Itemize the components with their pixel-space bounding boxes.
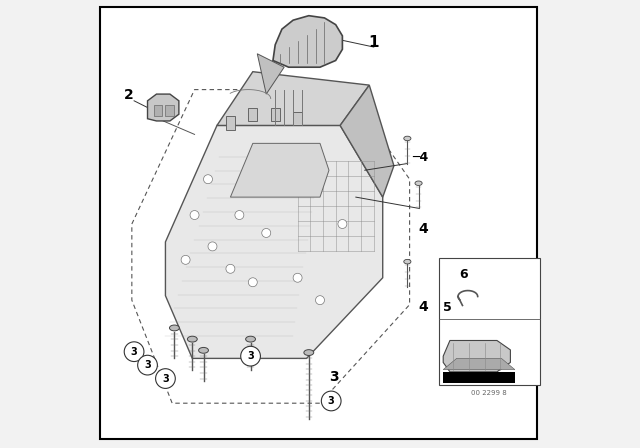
FancyBboxPatch shape (443, 372, 515, 383)
Text: 4: 4 (419, 300, 428, 314)
Text: 2: 2 (124, 87, 134, 102)
FancyBboxPatch shape (226, 116, 235, 130)
Circle shape (321, 391, 341, 411)
Polygon shape (230, 143, 329, 197)
Circle shape (235, 211, 244, 220)
Text: 3: 3 (131, 347, 138, 357)
Ellipse shape (198, 348, 209, 353)
Text: 6: 6 (459, 268, 467, 281)
FancyBboxPatch shape (248, 108, 257, 121)
Circle shape (124, 342, 144, 362)
Circle shape (338, 220, 347, 228)
Circle shape (262, 228, 271, 237)
Text: 3: 3 (329, 370, 339, 384)
FancyBboxPatch shape (154, 105, 163, 116)
Polygon shape (443, 358, 515, 370)
Ellipse shape (404, 136, 411, 141)
Circle shape (181, 255, 190, 264)
FancyBboxPatch shape (293, 112, 302, 125)
Polygon shape (148, 94, 179, 121)
Circle shape (204, 175, 212, 184)
Circle shape (190, 211, 199, 220)
Text: ─4: ─4 (412, 151, 428, 164)
Ellipse shape (404, 259, 411, 264)
Text: 5: 5 (443, 302, 452, 314)
Polygon shape (273, 16, 342, 67)
FancyBboxPatch shape (165, 105, 173, 116)
Ellipse shape (304, 349, 314, 356)
Ellipse shape (188, 336, 197, 342)
Text: 3: 3 (247, 351, 254, 361)
FancyBboxPatch shape (271, 108, 280, 121)
Circle shape (248, 278, 257, 287)
Polygon shape (257, 54, 284, 94)
Polygon shape (217, 72, 369, 125)
Polygon shape (165, 125, 383, 358)
Ellipse shape (170, 325, 179, 331)
Circle shape (208, 242, 217, 251)
FancyBboxPatch shape (439, 258, 540, 385)
Ellipse shape (415, 181, 422, 185)
Circle shape (241, 346, 260, 366)
Text: 3: 3 (328, 396, 335, 406)
Text: 3: 3 (144, 360, 151, 370)
Polygon shape (340, 85, 394, 197)
Text: 4: 4 (419, 222, 428, 236)
Text: 1: 1 (369, 35, 379, 50)
Circle shape (138, 355, 157, 375)
Circle shape (226, 264, 235, 273)
Ellipse shape (246, 336, 255, 342)
Text: 3: 3 (162, 374, 169, 383)
FancyBboxPatch shape (100, 7, 538, 439)
Text: 00 2299 8: 00 2299 8 (471, 390, 507, 396)
Circle shape (316, 296, 324, 305)
Polygon shape (443, 340, 511, 372)
Circle shape (293, 273, 302, 282)
Circle shape (156, 369, 175, 388)
